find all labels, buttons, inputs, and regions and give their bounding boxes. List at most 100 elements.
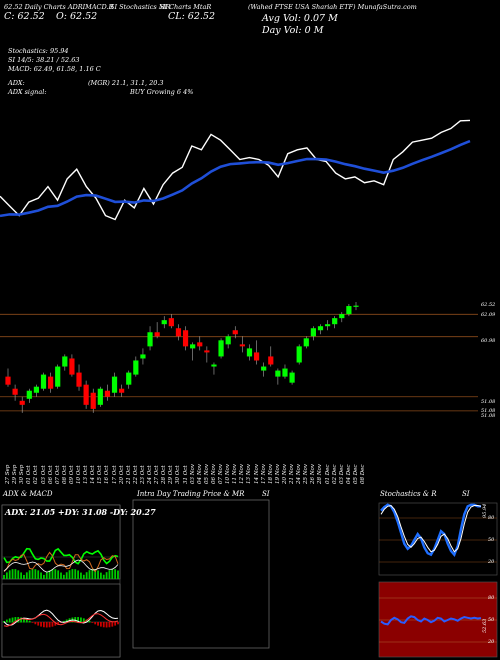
macd-histogram-bar bbox=[65, 619, 68, 623]
candle-body bbox=[289, 372, 295, 383]
adx-histogram-bar bbox=[5, 572, 8, 579]
candle-body bbox=[48, 376, 54, 389]
date-axis-label: 20 Nov bbox=[281, 464, 288, 484]
adx-histogram-bar bbox=[51, 569, 54, 579]
intraday-panel bbox=[132, 499, 270, 649]
adx-histogram-bar bbox=[3, 575, 5, 579]
candle bbox=[261, 362, 267, 377]
macd-histogram-bar bbox=[40, 622, 42, 627]
header-ticker-title: (Wahed FTSE USA Shariah ETF) MunafaSutra… bbox=[248, 3, 417, 11]
macd-histogram-bar bbox=[51, 622, 54, 627]
stochastics-value: Stochastics: 95.94 bbox=[8, 47, 69, 55]
adx-histogram-bar bbox=[85, 572, 88, 579]
macd-histogram-bar bbox=[14, 617, 17, 623]
macd-histogram-bar bbox=[82, 618, 85, 623]
candle bbox=[76, 364, 82, 391]
date-axis-label: 04 Dec bbox=[345, 464, 352, 485]
candle bbox=[211, 362, 217, 375]
date-axis-label: 29 Oct bbox=[168, 465, 175, 484]
candle-body bbox=[12, 388, 18, 395]
candle bbox=[339, 312, 345, 323]
macd-histogram-bar bbox=[105, 622, 108, 628]
candle bbox=[97, 386, 103, 407]
adx-histogram-bar bbox=[57, 570, 60, 579]
macd-histogram-bar bbox=[25, 619, 28, 623]
macd-histogram-bar bbox=[31, 622, 34, 623]
adx-signal-label: ADX signal: bbox=[8, 88, 47, 96]
date-axis-label: 27 Sep bbox=[5, 464, 11, 484]
candle-body bbox=[246, 348, 253, 357]
macd-histogram-bar bbox=[94, 622, 97, 625]
date-axis-label: 08 Oct bbox=[61, 465, 68, 484]
stoch-level-50: 50 bbox=[488, 537, 495, 543]
header-avg-vol: Avg Vol: 0.07 M bbox=[262, 13, 338, 24]
date-axis-label: 07 Nov bbox=[218, 464, 225, 484]
candle-body bbox=[161, 320, 167, 325]
header-cl: CL: 62.52 bbox=[168, 11, 215, 22]
stochastics-panel-title: Stochastics & R bbox=[380, 490, 437, 498]
adx-histogram-bar bbox=[117, 570, 119, 579]
date-axis-label: 15 Oct bbox=[97, 465, 104, 484]
macd-histogram-bar bbox=[23, 618, 25, 623]
adx-label: ADX: bbox=[8, 79, 25, 87]
candle-body bbox=[168, 318, 174, 327]
candle-body bbox=[282, 368, 288, 377]
price-axis-label: 62.09 bbox=[481, 312, 496, 319]
candle-body bbox=[69, 358, 75, 375]
macd-histogram-bar bbox=[100, 622, 102, 627]
candle bbox=[133, 356, 139, 377]
candle bbox=[239, 336, 245, 353]
date-axis-label: 28 Nov bbox=[317, 464, 324, 484]
candle bbox=[62, 354, 68, 371]
date-axis-label: 02 Dec bbox=[331, 464, 338, 485]
macd-histogram-bar bbox=[37, 622, 40, 626]
rsi-line bbox=[380, 615, 482, 626]
date-axis-label: 25 Nov bbox=[303, 464, 310, 484]
macd-histogram-bar bbox=[45, 622, 48, 628]
adx-histogram-bar bbox=[108, 570, 111, 579]
candle bbox=[154, 322, 160, 339]
price-axis-label: 51.08 bbox=[481, 412, 496, 419]
candle bbox=[282, 364, 288, 379]
macd-histogram-bar bbox=[54, 622, 57, 626]
adx-minus-di-line bbox=[3, 551, 119, 573]
date-axis-label: 23 Oct bbox=[139, 465, 146, 484]
price-line-panel bbox=[0, 119, 471, 221]
date-axis-label: 31 Oct bbox=[182, 465, 189, 484]
candle bbox=[140, 348, 146, 365]
candle-body bbox=[5, 376, 11, 385]
candle bbox=[182, 326, 189, 351]
candle bbox=[232, 326, 238, 339]
adx-panel-values: ADX: 21.05 +DY: 31.08 -DY: 20.27 bbox=[5, 507, 156, 517]
candle bbox=[168, 314, 174, 329]
candle-body bbox=[126, 372, 132, 385]
date-axis-label: 13 Oct bbox=[83, 465, 90, 484]
macd-histogram-bar bbox=[117, 622, 119, 625]
adx-histogram-bar bbox=[94, 569, 97, 579]
adx-histogram-bar bbox=[82, 574, 85, 579]
date-axis-label: 30 Sep bbox=[19, 464, 26, 484]
rsi-panel bbox=[378, 581, 498, 658]
adx-histogram-bar bbox=[62, 574, 65, 579]
candle-body bbox=[154, 332, 160, 337]
macd-value: MACD: 62.49, 61.58, 1.16 C bbox=[8, 65, 101, 73]
candle-body bbox=[76, 372, 82, 387]
rsi-current-value: 52.63 bbox=[482, 618, 488, 633]
candle bbox=[353, 302, 359, 311]
price-axis-label: 51.08 bbox=[481, 407, 496, 414]
candle bbox=[12, 384, 18, 401]
stoch-level-20: 20 bbox=[488, 559, 495, 565]
date-axis-label: 10 Oct bbox=[76, 465, 83, 484]
si-value: SI 14/5: 38.21 / 52.63 bbox=[8, 56, 80, 64]
stochastics-panel bbox=[378, 502, 498, 576]
candle-body bbox=[111, 376, 118, 393]
adx-histogram-bar bbox=[25, 572, 28, 579]
date-axis-label: 13 Nov bbox=[246, 464, 253, 484]
adx-histogram-bar bbox=[28, 570, 31, 579]
macd-histogram-bar bbox=[88, 620, 91, 623]
candlestick-panel bbox=[0, 302, 478, 413]
date-axis-label: 11 Nov bbox=[232, 464, 239, 484]
candle-body bbox=[353, 305, 359, 307]
candle bbox=[33, 384, 40, 397]
